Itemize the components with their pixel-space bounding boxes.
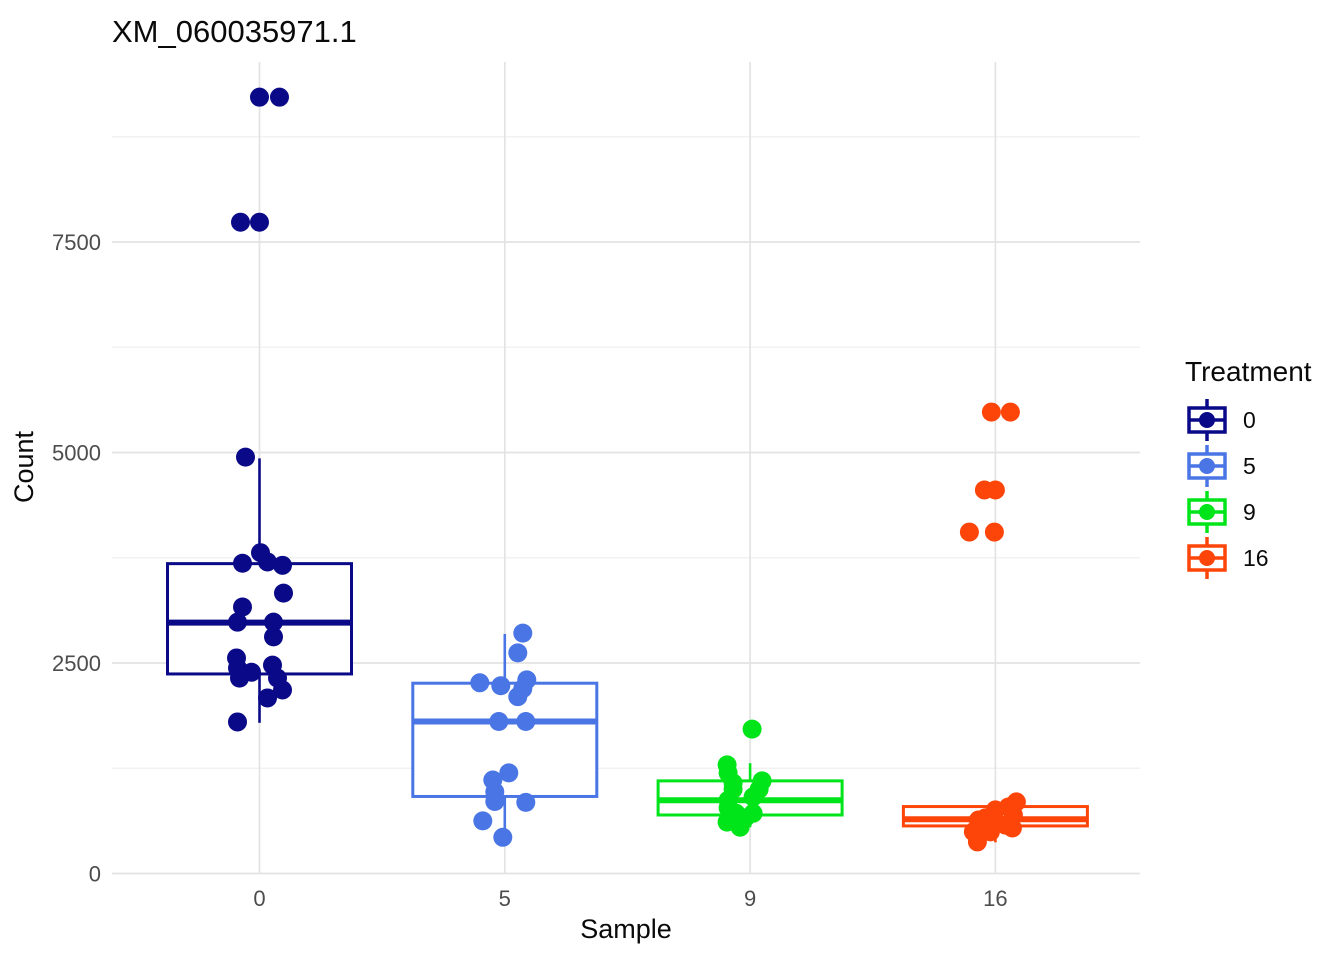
jitter-point <box>250 212 269 232</box>
points-group-5 <box>470 623 537 847</box>
legend-key-point <box>1199 550 1215 566</box>
legend-title: Treatment <box>1185 356 1312 387</box>
jitter-point <box>980 822 1000 842</box>
jitter-point <box>236 447 255 467</box>
legend: Treatment 0 5 9 16 <box>1185 356 1312 579</box>
jitter-point <box>228 712 247 732</box>
jitter-point <box>258 688 277 708</box>
legend-key-9 <box>1187 491 1227 533</box>
points-group-9 <box>717 719 772 837</box>
jitter-point <box>508 687 528 707</box>
box-iqr <box>166 562 353 676</box>
gridlines <box>112 62 1140 875</box>
jitter-point <box>493 827 513 847</box>
jitter-point <box>485 792 505 812</box>
jitter-point <box>273 555 292 575</box>
x-tick-label: 9 <box>744 886 756 911</box>
y-axis-title: Count <box>9 430 39 503</box>
points-group-16 <box>959 402 1026 852</box>
jitter-point <box>742 719 762 739</box>
legend-key-16 <box>1187 537 1227 579</box>
legend-key-point <box>1199 412 1215 428</box>
y-tick-label: 2500 <box>52 651 101 676</box>
jitter-point <box>981 402 1001 422</box>
legend-key-5 <box>1187 445 1227 487</box>
jitter-point <box>258 552 277 572</box>
axis-layer: 0 2500 5000 7500 0 5 9 16 Sample Count X… <box>9 14 1008 944</box>
jitter-point <box>489 712 509 732</box>
y-tick-label: 0 <box>89 862 101 887</box>
jitter-point <box>985 480 1005 500</box>
x-tick-label: 5 <box>499 886 511 911</box>
jitter-point <box>499 763 519 783</box>
jitter-point <box>273 680 292 700</box>
jitter-point <box>230 668 249 688</box>
jitter-point <box>959 522 979 542</box>
jitter-point <box>233 553 252 573</box>
jitter-point <box>513 623 533 643</box>
legend-label: 16 <box>1243 545 1269 571</box>
chart-title: XM_060035971.1 <box>112 14 357 49</box>
boxplots <box>166 458 1089 843</box>
y-tick-label: 5000 <box>52 441 101 466</box>
jitter-point <box>264 627 283 647</box>
legend-label: 0 <box>1243 407 1256 433</box>
jitter-point <box>516 792 536 812</box>
jitter-point <box>274 583 293 603</box>
jitter-point <box>508 643 528 663</box>
jitter-point <box>270 87 289 107</box>
boxplot-group-0 <box>166 458 353 723</box>
jitter-point <box>730 817 750 837</box>
jitter-point <box>1002 818 1022 838</box>
legend-key-point <box>1199 504 1215 520</box>
jitter-point <box>1000 402 1020 422</box>
points-group-0 <box>227 87 293 732</box>
jitter-point <box>231 212 250 232</box>
jitter-points <box>227 87 1026 852</box>
jitter-point <box>984 522 1004 542</box>
jitter-point <box>491 676 511 696</box>
jitter-point <box>470 673 490 693</box>
legend-key-0 <box>1187 399 1227 441</box>
legend-label: 5 <box>1243 453 1256 479</box>
jitter-point <box>233 597 252 617</box>
x-axis-title: Sample <box>580 914 672 944</box>
jitter-point <box>473 811 493 831</box>
jitter-point <box>250 87 269 107</box>
legend-key-point <box>1199 458 1215 474</box>
x-tick-label: 0 <box>253 886 265 911</box>
x-tick-label: 16 <box>983 886 1007 911</box>
legend-label: 9 <box>1243 499 1256 525</box>
y-tick-label: 7500 <box>52 230 101 255</box>
jitter-point <box>264 612 283 632</box>
jitter-point <box>516 712 536 732</box>
jitter-point <box>743 787 763 807</box>
jitter-point <box>967 832 987 852</box>
jitter-point <box>228 612 247 632</box>
